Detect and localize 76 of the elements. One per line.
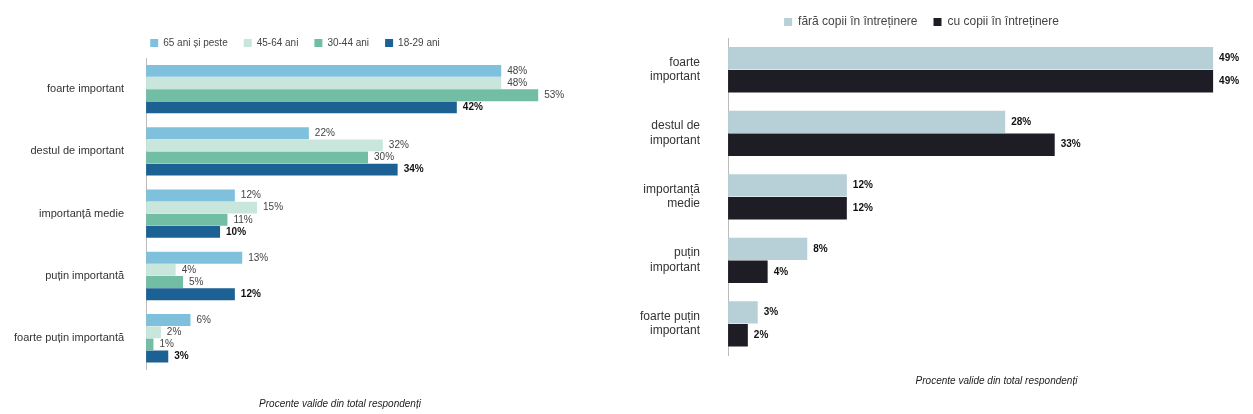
bar [146,77,502,90]
data-label: 2% [753,329,769,341]
data-label: 15% [263,201,284,213]
data-label: 3% [174,350,189,362]
bar [146,263,176,276]
data-label: 32% [388,139,409,151]
bar [146,127,309,140]
data-label: 11% [233,213,253,225]
data-label: 3% [763,306,779,318]
bar [728,260,768,283]
bar [146,288,235,301]
bar [146,326,161,339]
bar [146,163,398,176]
data-label: 30% [374,151,395,163]
bar [728,174,847,197]
data-label: 2% [166,325,182,337]
data-label: 12% [852,201,873,213]
bar [146,189,235,202]
y-tick-label: importanță medie [643,181,701,211]
data-label: 48% [507,64,528,76]
data-label: 4% [773,265,789,277]
bar [728,69,1214,93]
text: Procente valide din total respondenți [914,375,1079,386]
bar [146,101,457,114]
y-tick-label: puțin important [650,245,701,274]
bar [728,47,1214,70]
data-label: 13% [248,251,269,263]
legend-label: 30-44 ani [327,36,370,48]
data-label: 6% [196,313,212,325]
data-label: 53% [544,88,565,100]
bar [146,151,369,164]
data-label: 48% [507,76,528,88]
legend-label: 65 ani și peste [163,36,229,48]
data-label: 49% [1219,74,1240,86]
text: Procente valide din total respondenți [258,398,422,409]
data-label: 5% [189,275,204,287]
data-label: 8% [813,242,828,254]
bar [146,89,539,102]
y-tick-label: destul de important [650,118,701,147]
bar [146,276,184,288]
bar [728,197,847,220]
data-label: 1% [159,338,175,350]
bar [728,301,758,324]
data-label: 12% [240,287,261,299]
bar [146,139,383,152]
legend-label: 18-29 ani [398,36,440,48]
data-label: 34% [403,163,424,175]
bar [146,64,502,77]
data-label: 12% [852,179,873,191]
y-tick-label: importanță medie [39,206,125,219]
bar [146,225,221,238]
data-label: 33% [1060,138,1081,150]
data-label: 49% [1219,52,1240,64]
y-tick-label: foarte important [650,54,701,84]
bar [728,324,748,347]
bar [146,201,258,214]
bar [728,133,1055,156]
bar [146,314,191,326]
y-tick-label: destul de important [30,144,125,157]
data-label: 22% [314,126,335,138]
data-label: 10% [226,225,247,237]
y-tick-label: puțin importantă [45,269,125,282]
y-tick-label: foarte puțin importantă [13,331,125,344]
data-label: 42% [462,101,483,113]
y-tick-label: foarte puțin important [639,308,701,338]
y-tick-label: foarte important [47,82,125,95]
bar [146,251,243,264]
legend-label: cu copii în întreținere [947,14,1060,29]
legend-label: 45-64 ani [256,36,299,48]
data-label: 28% [1011,115,1032,127]
bar [728,110,1006,134]
legend-label: fără copii în întreținere [798,14,918,29]
data-label: 12% [240,189,261,201]
data-label: 4% [181,263,197,275]
bar [728,237,808,261]
bar [146,213,228,226]
